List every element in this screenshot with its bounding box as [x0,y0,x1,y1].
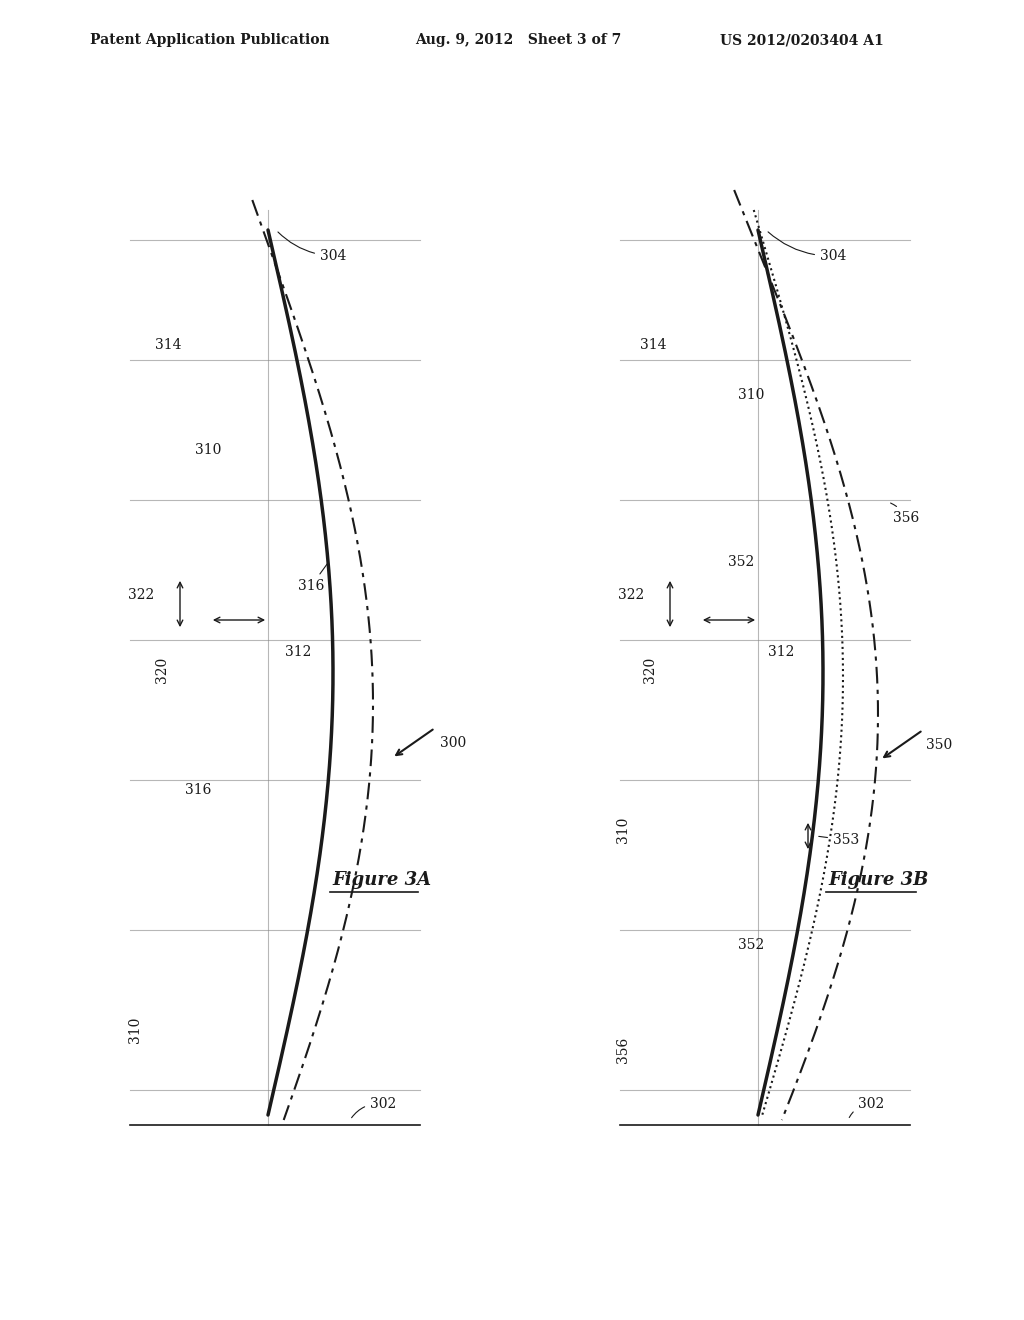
Text: 353: 353 [819,833,859,847]
Text: Figure 3A: Figure 3A [332,871,431,888]
Text: 302: 302 [849,1097,885,1118]
Text: 310: 310 [195,444,221,457]
Text: 304: 304 [278,232,346,263]
Text: 320: 320 [155,657,169,684]
Text: US 2012/0203404 A1: US 2012/0203404 A1 [720,33,884,48]
Text: 352: 352 [728,554,755,569]
Text: 322: 322 [128,587,155,602]
Text: 322: 322 [618,587,644,602]
Text: 320: 320 [643,657,657,684]
Text: 316: 316 [298,562,329,593]
Text: 312: 312 [768,645,795,659]
Text: 312: 312 [285,645,311,659]
Text: 310: 310 [128,1016,142,1043]
Text: Aug. 9, 2012   Sheet 3 of 7: Aug. 9, 2012 Sheet 3 of 7 [415,33,622,48]
Text: 302: 302 [351,1097,396,1118]
Text: 350: 350 [926,738,952,752]
Text: 356: 356 [616,1038,630,1063]
Text: 314: 314 [155,338,181,352]
Text: 352: 352 [738,939,764,952]
Text: 300: 300 [440,737,466,750]
Text: Patent Application Publication: Patent Application Publication [90,33,330,48]
Text: 310: 310 [616,817,630,843]
Text: 314: 314 [640,338,667,352]
Text: 310: 310 [738,388,764,403]
Text: Figure 3B: Figure 3B [828,871,929,888]
Text: 316: 316 [185,783,211,797]
Text: 304: 304 [768,232,847,263]
Text: 356: 356 [891,503,920,525]
